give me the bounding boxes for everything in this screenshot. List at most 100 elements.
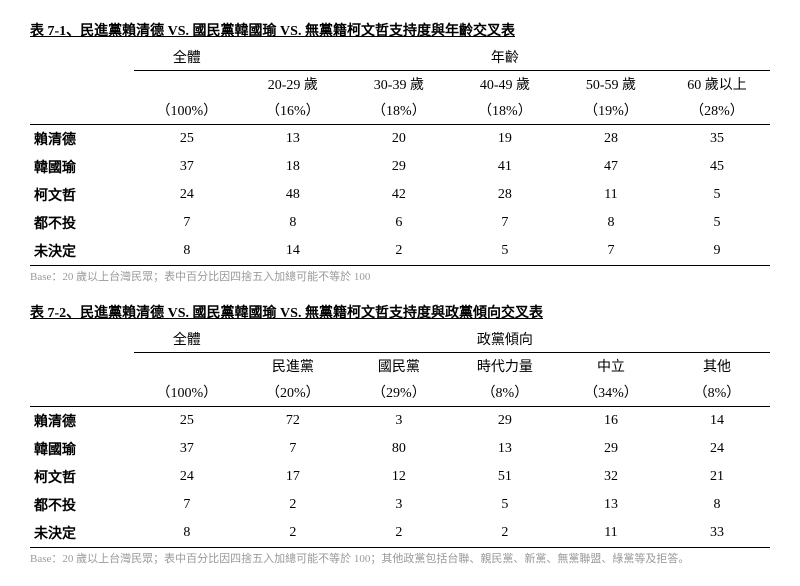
table2-cell: 80	[346, 435, 452, 463]
table2-cell: 13	[452, 435, 558, 463]
table2-pct: （34%）	[558, 379, 664, 407]
table1-cell: 28	[558, 125, 664, 154]
table2-cell: 7	[240, 435, 346, 463]
table2-row-label: 賴清德	[30, 407, 134, 436]
table1-cell: 24	[134, 181, 240, 209]
table1-footnote: Base：20 歲以上台灣民眾；表中百分比因四捨五入加總可能不等於 100	[30, 268, 770, 284]
table2-cell: 33	[664, 519, 770, 548]
table2-cell: 5	[452, 491, 558, 519]
table1-col: 50-59 歲	[558, 71, 664, 98]
table2-cell: 2	[346, 519, 452, 548]
table2-row-label: 柯文哲	[30, 463, 134, 491]
table1-pct-overall: （100%）	[134, 97, 240, 125]
table2-row-label: 都不投	[30, 491, 134, 519]
table2-cell: 12	[346, 463, 452, 491]
table1-cell: 13	[240, 125, 346, 154]
table2-cell: 8	[664, 491, 770, 519]
table1-row-label: 韓國瑜	[30, 153, 134, 181]
table2-col: 其他	[664, 353, 770, 380]
table1-cell: 41	[452, 153, 558, 181]
table2-row-label: 韓國瑜	[30, 435, 134, 463]
table1-pct: （19%）	[558, 97, 664, 125]
table2-title: 表 7-2、民進黨賴清德 VS. 國民黨韓國瑜 VS. 無黨籍柯文哲支持度與政黨…	[30, 302, 770, 322]
table2-cell: 24	[664, 435, 770, 463]
table1-cell: 9	[664, 237, 770, 266]
table2-pct: （20%）	[240, 379, 346, 407]
table2-col: 時代力量	[452, 353, 558, 380]
table1-row-label: 賴清德	[30, 125, 134, 154]
table1-cell: 8	[134, 237, 240, 266]
table2-pct-overall: （100%）	[134, 379, 240, 407]
table2-cell: 14	[664, 407, 770, 436]
table2-cell: 24	[134, 463, 240, 491]
table2-footnote: Base：20 歲以上台灣民眾；表中百分比因四捨五入加總可能不等於 100；其他…	[30, 550, 770, 566]
table2-pct: （8%）	[664, 379, 770, 407]
table1-cell: 5	[452, 237, 558, 266]
table1-pct: （16%）	[240, 97, 346, 125]
table1-cell: 5	[664, 209, 770, 237]
table2-cell: 21	[664, 463, 770, 491]
table1-cell: 8	[240, 209, 346, 237]
table2-cell: 16	[558, 407, 664, 436]
table1-cell: 7	[452, 209, 558, 237]
table2-col: 民進黨	[240, 353, 346, 380]
table2: 全體 政黨傾向 民進黨 國民黨 時代力量 中立 其他 （100%） （20%） …	[30, 326, 770, 548]
table1-cell: 20	[346, 125, 452, 154]
table1-pct: （18%）	[346, 97, 452, 125]
table2-cell: 51	[452, 463, 558, 491]
table1-cell: 7	[134, 209, 240, 237]
table1-row-label: 都不投	[30, 209, 134, 237]
table2-cell: 2	[452, 519, 558, 548]
table2-overall-head: 全體	[134, 326, 240, 353]
table1-cell: 42	[346, 181, 452, 209]
table2-cell: 29	[452, 407, 558, 436]
table1-overall-head: 全體	[134, 44, 240, 71]
table1-pct: （28%）	[664, 97, 770, 125]
table2-cell: 11	[558, 519, 664, 548]
table1-cell: 18	[240, 153, 346, 181]
table1: 全體 年齡 20-29 歲 30-39 歲 40-49 歲 50-59 歲 60…	[30, 44, 770, 266]
table1-cell: 48	[240, 181, 346, 209]
table2-col: 中立	[558, 353, 664, 380]
table1-row-label: 柯文哲	[30, 181, 134, 209]
table1-col: 20-29 歲	[240, 71, 346, 98]
table2-row-label: 未決定	[30, 519, 134, 548]
table2-col: 國民黨	[346, 353, 452, 380]
table2-cell: 25	[134, 407, 240, 436]
table2-cell: 13	[558, 491, 664, 519]
table1-cell: 14	[240, 237, 346, 266]
table1-col: 60 歲以上	[664, 71, 770, 98]
table2-cell: 2	[240, 491, 346, 519]
table1-cell: 25	[134, 125, 240, 154]
table1-cell: 47	[558, 153, 664, 181]
table2-cell: 17	[240, 463, 346, 491]
table1-cell: 11	[558, 181, 664, 209]
table1-cell: 5	[664, 181, 770, 209]
table2-pct: （29%）	[346, 379, 452, 407]
table1-cell: 35	[664, 125, 770, 154]
table1-cell: 7	[558, 237, 664, 266]
table1-col: 40-49 歲	[452, 71, 558, 98]
table2-cell: 2	[240, 519, 346, 548]
table2-cell: 3	[346, 407, 452, 436]
table1-dim-head: 年齡	[240, 44, 770, 71]
table1-pct: （18%）	[452, 97, 558, 125]
table2-cell: 72	[240, 407, 346, 436]
table1-cell: 37	[134, 153, 240, 181]
table1-cell: 28	[452, 181, 558, 209]
table2-pct: （8%）	[452, 379, 558, 407]
table1-cell: 6	[346, 209, 452, 237]
table1-col: 30-39 歲	[346, 71, 452, 98]
table1-cell: 19	[452, 125, 558, 154]
table1-cell: 8	[558, 209, 664, 237]
table1-cell: 2	[346, 237, 452, 266]
table2-cell: 8	[134, 519, 240, 548]
table2-cell: 32	[558, 463, 664, 491]
table1-cell: 29	[346, 153, 452, 181]
table2-cell: 3	[346, 491, 452, 519]
table2-cell: 7	[134, 491, 240, 519]
table1-cell: 45	[664, 153, 770, 181]
table2-dim-head: 政黨傾向	[240, 326, 770, 353]
table2-cell: 37	[134, 435, 240, 463]
table2-cell: 29	[558, 435, 664, 463]
